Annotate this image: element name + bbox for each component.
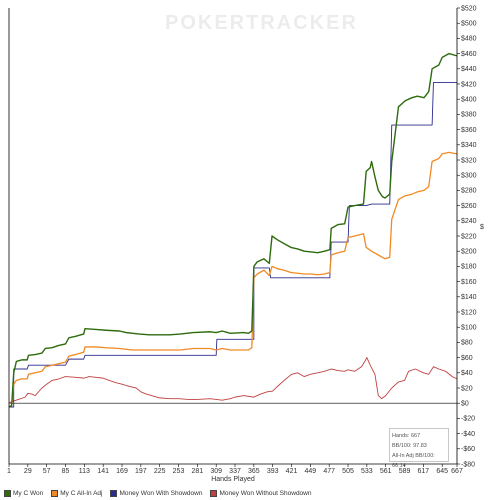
y-tick-label: $340: [461, 142, 477, 149]
y-tick-label: $120: [461, 309, 477, 316]
series-line-money-won-with-showdown: [9, 82, 457, 408]
series-line-my-c-all-in-adj: [8, 151, 458, 408]
legend-label-all-in-adj: My C All-In Adj: [60, 489, 103, 497]
stats-box: Hands: 667 BB/100: 97.83 All-In Adj BB/1…: [389, 428, 449, 469]
x-ticks: 1 29 57 85 113 141 169 197 225 253 281 309 337 365 393…: [7, 464, 463, 475]
x-tick-label: 1: [7, 468, 11, 475]
legend-label-my-c-won: My C Won: [13, 489, 44, 497]
y-tick-label: $220: [461, 233, 477, 240]
y-tick-label: $160: [461, 279, 477, 286]
y-tick-label: $60: [461, 355, 473, 362]
x-tick-label: 85: [62, 468, 70, 475]
legend: My C Won My C All-In Adj Money Won With …: [4, 488, 311, 498]
y-tick-label: $400: [461, 97, 477, 104]
legend-item-my-c-won[interactable]: My C Won: [4, 488, 43, 498]
x-tick-label: 365: [248, 468, 260, 475]
y-tick-label: $480: [461, 36, 477, 43]
y-tick-label: $200: [461, 249, 477, 256]
y-axis-title: $: [480, 224, 484, 231]
x-tick-label: 667: [451, 468, 463, 475]
legend-label-with-showdown: Money Won With Showdown: [119, 489, 203, 497]
x-tick-label: 421: [286, 468, 298, 475]
stats-allin-bb100: All-In Adj BB/100: 66.14: [392, 453, 435, 469]
x-tick-label: 645: [436, 468, 448, 475]
x-tick-label: 281: [192, 468, 204, 475]
y-tick-label: $0: [461, 401, 469, 408]
x-tick-label: 617: [418, 468, 430, 475]
y-tick-label: $440: [461, 66, 477, 73]
y-tick-label: -$80: [461, 461, 475, 468]
series-group: [8, 52, 458, 408]
x-tick-label: 29: [24, 468, 32, 475]
y-tick-label: $80: [461, 340, 473, 347]
y-tick-label: $500: [461, 21, 477, 28]
legend-swatch-without-showdown: [210, 489, 218, 497]
y-tick-label: $140: [461, 294, 477, 301]
y-tick-label: $240: [461, 218, 477, 225]
legend-item-all-in-adj[interactable]: My C All-In Adj: [51, 488, 102, 498]
y-tick-label: $320: [461, 157, 477, 164]
y-tick-label: -$20: [461, 416, 475, 423]
y-tick-label: $520: [461, 5, 477, 12]
x-axis-title: Hands Played: [211, 476, 255, 483]
y-tick-label: $360: [461, 127, 477, 134]
x-tick-label: 169: [116, 468, 128, 475]
y-tick-label: -$60: [461, 446, 475, 453]
y-tick-label: $280: [461, 188, 477, 195]
x-tick-label: 309: [210, 468, 222, 475]
stats-bb100: BB/100: 97.83: [392, 443, 427, 449]
x-tick-label: 225: [154, 468, 166, 475]
y-tick-label: $420: [461, 81, 477, 88]
x-tick-label: 113: [79, 468, 90, 475]
series-line-money-won-without-showdown: [8, 357, 458, 404]
y-tick-label: -$40: [461, 431, 475, 438]
x-tick-label: 505: [342, 468, 354, 475]
legend-swatch-all-in-adj: [51, 489, 59, 497]
x-tick-label: 589: [399, 468, 411, 475]
legend-item-without-showdown[interactable]: Money Won Without Showdown: [210, 488, 311, 498]
y-tick-label: $260: [461, 203, 477, 210]
y-ticks: -$80 -$60 -$40 -$20 $0 $20 $40 $60 $80 $100 $120 $1…: [457, 5, 477, 468]
x-tick-label: 561: [380, 468, 392, 475]
y-tick-label: $100: [461, 325, 477, 332]
x-tick-label: 393: [267, 468, 279, 475]
y-tick-label: $180: [461, 264, 477, 271]
y-tick-label: $380: [461, 112, 477, 119]
legend-item-with-showdown[interactable]: Money Won With Showdown: [110, 488, 202, 498]
watermark: POKERTRACKER: [165, 12, 358, 34]
legend-label-without-showdown: Money Won Without Showdown: [219, 489, 312, 497]
x-tick-label: 253: [173, 468, 185, 475]
y-tick-label: $20: [461, 385, 473, 392]
x-tick-label: 477: [323, 468, 335, 475]
series-line-my-c-won: [8, 52, 458, 408]
x-tick-label: 337: [229, 468, 241, 475]
stats-hands: Hands: 667: [392, 433, 421, 439]
x-tick-label: 141: [97, 468, 109, 475]
x-tick-label: 533: [361, 468, 373, 475]
legend-swatch-with-showdown: [110, 489, 118, 497]
y-tick-label: $40: [461, 370, 473, 377]
x-tick-label: 197: [135, 468, 147, 475]
y-tick-label: $300: [461, 173, 477, 180]
legend-swatch-my-c-won: [4, 489, 11, 497]
x-tick-label: 449: [305, 468, 317, 475]
y-tick-label: $460: [461, 51, 477, 58]
x-tick-label: 57: [43, 468, 51, 475]
